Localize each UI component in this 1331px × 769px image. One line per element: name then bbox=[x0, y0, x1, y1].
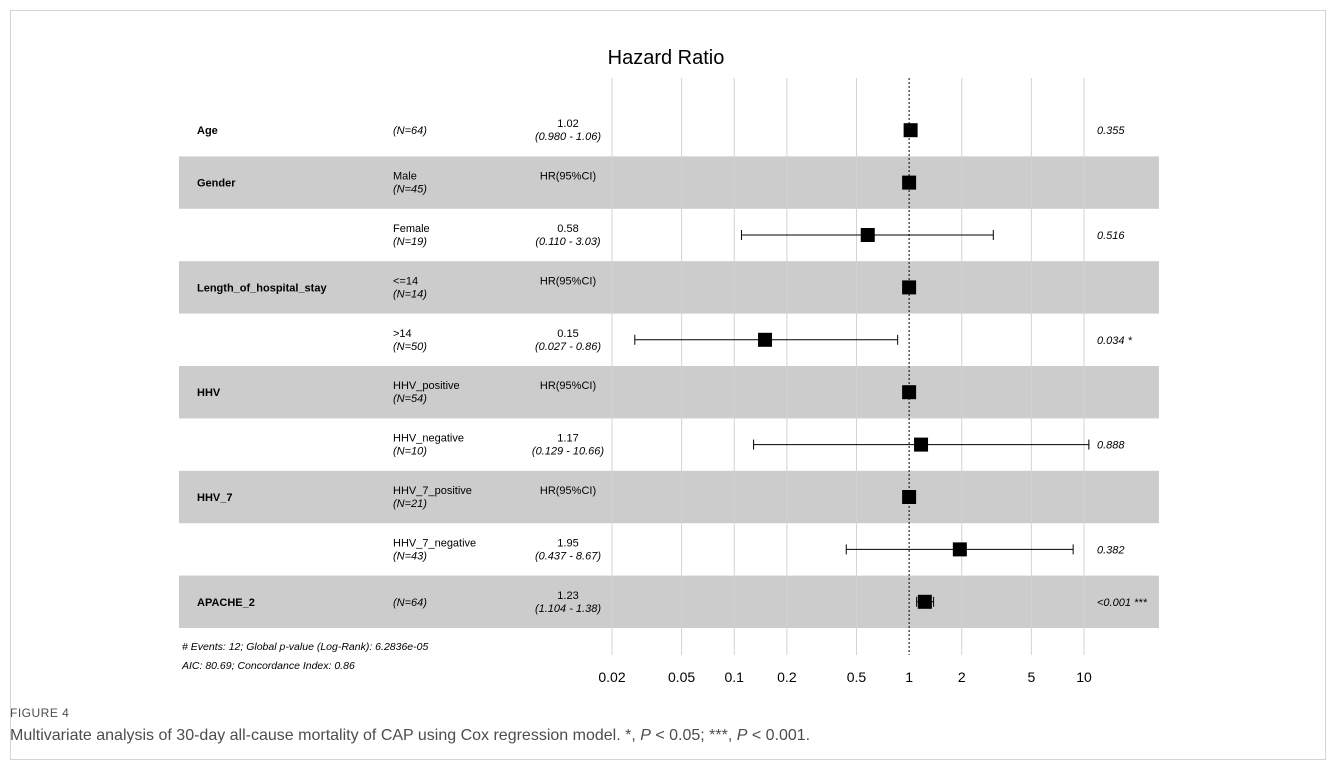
figure-frame bbox=[10, 10, 1326, 760]
hr-value: 1.23 bbox=[557, 590, 578, 602]
x-tick-label: 5 bbox=[1027, 669, 1035, 685]
hr-value: HR(95%CI) bbox=[540, 380, 596, 392]
x-tick-label: 1 bbox=[905, 669, 913, 685]
forest-plot: Hazard Ratio Age (N=64) 1.02(0.980 - 1.06) 0… bbox=[179, 47, 1159, 685]
hr-value: 0.58 bbox=[557, 223, 578, 235]
level-label: >14 bbox=[393, 328, 412, 340]
ci-value: (0.129 - 10.66) bbox=[532, 446, 604, 458]
caption-p-italic: P bbox=[640, 727, 651, 744]
hr-point bbox=[914, 437, 929, 452]
level-label: Female bbox=[393, 223, 430, 235]
figure-caption: Multivariate analysis of 30-day all-caus… bbox=[10, 727, 810, 745]
hr-point bbox=[903, 123, 918, 138]
n-label: (N=64) bbox=[393, 125, 427, 137]
n-label: (N=45) bbox=[393, 184, 427, 196]
x-tick-label: 10 bbox=[1076, 669, 1092, 685]
hr-point bbox=[902, 175, 917, 190]
footnote: # Events: 12; Global p-value (Log-Rank):… bbox=[182, 641, 428, 653]
variable-label: APACHE_2 bbox=[197, 597, 255, 609]
hr-point bbox=[860, 228, 875, 242]
n-label: (N=21) bbox=[393, 498, 427, 510]
x-tick-label: 0.5 bbox=[847, 669, 867, 685]
level-label: HHV_7_positive bbox=[393, 485, 472, 497]
ci-value: (0.110 - 3.03) bbox=[535, 236, 601, 248]
figure-label: FIGURE 4 bbox=[10, 706, 70, 720]
n-label: (N=10) bbox=[393, 446, 427, 458]
level-label: HHV_7_negative bbox=[393, 537, 476, 549]
hr-value: 1.02 bbox=[557, 118, 578, 130]
variable-label: Length_of_hospital_stay bbox=[197, 282, 327, 294]
row-band bbox=[179, 261, 1159, 314]
p-value: 0.034 * bbox=[1097, 335, 1133, 347]
n-label: (N=14) bbox=[393, 288, 427, 300]
hr-point bbox=[758, 332, 773, 347]
variable-label: Gender bbox=[197, 178, 236, 190]
p-value: 0.355 bbox=[1097, 125, 1125, 137]
caption-part: Multivariate analysis of 30-day all-caus… bbox=[10, 727, 641, 744]
hr-value: 1.95 bbox=[557, 537, 578, 549]
variable-label: HHV bbox=[197, 387, 221, 399]
row-band bbox=[179, 470, 1159, 524]
row-band bbox=[179, 156, 1159, 209]
level-label: HHV_positive bbox=[393, 380, 460, 392]
row-band bbox=[179, 575, 1159, 628]
n-label: (N=64) bbox=[393, 597, 427, 609]
hr-value: HR(95%CI) bbox=[540, 485, 596, 497]
p-value: 0.888 bbox=[1097, 440, 1125, 452]
ci-value: (0.437 - 8.67) bbox=[535, 550, 601, 562]
footnote: AIC: 80.69; Concordance Index: 0.86 bbox=[181, 660, 355, 672]
n-label: (N=50) bbox=[393, 341, 427, 353]
variable-label: HHV_7 bbox=[197, 492, 232, 504]
level-label: HHV_negative bbox=[393, 433, 464, 445]
x-tick-label: 0.05 bbox=[668, 669, 695, 685]
n-label: (N=43) bbox=[393, 550, 427, 562]
level-label: <=14 bbox=[393, 275, 418, 287]
caption-part: < 0.05; ***, bbox=[650, 727, 737, 744]
ci-value: (0.027 - 0.86) bbox=[535, 341, 601, 353]
hr-value: HR(95%CI) bbox=[540, 171, 596, 183]
p-value: 0.516 bbox=[1097, 230, 1125, 242]
variable-label: Age bbox=[197, 125, 218, 137]
hr-value: 1.17 bbox=[557, 433, 578, 445]
chart-title: Hazard Ratio bbox=[608, 47, 725, 69]
hr-point bbox=[902, 280, 917, 295]
ci-value: (0.980 - 1.06) bbox=[535, 131, 601, 143]
p-value: <0.001 *** bbox=[1097, 597, 1148, 609]
n-label: (N=19) bbox=[393, 236, 427, 248]
row-band bbox=[179, 366, 1159, 419]
x-tick-label: 0.2 bbox=[777, 669, 797, 685]
p-value: 0.382 bbox=[1097, 544, 1125, 556]
hr-point bbox=[902, 490, 917, 504]
x-tick-label: 2 bbox=[958, 669, 966, 685]
hr-point bbox=[902, 385, 917, 400]
caption-p-italic: P bbox=[736, 727, 748, 744]
level-label: Male bbox=[393, 171, 417, 183]
caption-part: < 0.001. bbox=[747, 727, 811, 744]
hr-value: HR(95%CI) bbox=[540, 275, 596, 287]
ci-value: (1.104 - 1.38) bbox=[535, 603, 601, 615]
hr-value: 0.15 bbox=[557, 328, 578, 340]
hr-point bbox=[952, 542, 967, 557]
hr-point bbox=[917, 594, 932, 609]
n-label: (N=54) bbox=[393, 393, 427, 405]
x-tick-label: 0.02 bbox=[598, 669, 625, 685]
x-tick-label: 0.1 bbox=[725, 669, 745, 685]
